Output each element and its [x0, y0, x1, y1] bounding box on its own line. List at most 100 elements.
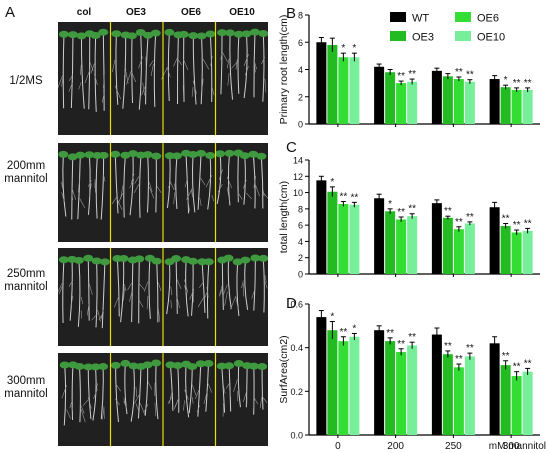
bar-oe3 — [385, 341, 396, 435]
significance-mark: ** — [455, 354, 463, 365]
bar-oe3 — [385, 211, 396, 274]
significance-mark: * — [352, 43, 356, 54]
lateral-root — [93, 388, 98, 400]
significance-mark: ** — [397, 207, 405, 218]
seedling-leaf — [196, 149, 207, 157]
y-tick-label: 4 — [298, 65, 303, 75]
seedling-leaf — [76, 32, 87, 40]
seedling-leaf — [240, 256, 251, 264]
seedling-root — [100, 155, 105, 220]
seedling-leaf — [249, 28, 260, 36]
bar-oe3 — [327, 330, 338, 435]
seedling-root — [100, 366, 104, 420]
seedling-root — [191, 261, 194, 316]
y-tick-label: 6 — [298, 221, 303, 231]
seedling-root — [262, 258, 265, 313]
legend-label-oe10: OE10 — [477, 32, 505, 44]
lateral-root — [66, 409, 71, 419]
seedling-leaf — [67, 153, 78, 161]
lateral-root — [124, 284, 127, 292]
y-tick-label: 0.0 — [290, 431, 303, 441]
seedling-leaf — [151, 152, 162, 160]
seedling-leaf — [188, 257, 199, 265]
col-header-oe6: OE6 — [180, 7, 201, 18]
legend-label-wt: WT — [412, 13, 429, 25]
seedling-leaf — [84, 151, 95, 159]
seedling-leaf — [83, 254, 94, 262]
seedling-leaf — [188, 151, 199, 159]
seedling-root — [87, 258, 90, 321]
seedling-leaf — [224, 362, 235, 370]
seedling-root — [220, 32, 223, 95]
seedling-leaf — [118, 255, 129, 263]
seedling-leaf — [58, 150, 69, 158]
lateral-root — [241, 280, 244, 289]
lateral-root — [135, 386, 138, 398]
seedling-root — [139, 155, 142, 218]
seedling-root — [244, 260, 249, 310]
lateral-root — [68, 279, 74, 287]
bar-wt — [431, 334, 442, 435]
seedling-root — [261, 366, 264, 410]
seedling-leaf — [217, 29, 228, 37]
panel-letter-a: A — [5, 4, 16, 21]
lateral-root — [91, 313, 98, 321]
seedling-leaf — [203, 258, 214, 266]
seedling-leaf — [110, 150, 121, 158]
lateral-root — [173, 192, 175, 205]
row-label-1-line1: 1/2MS — [9, 75, 43, 87]
lateral-root — [233, 379, 238, 392]
x-tick-label: 200 — [387, 441, 404, 452]
seedling-leaf — [250, 254, 261, 262]
lateral-root — [244, 66, 249, 76]
lateral-root — [82, 399, 89, 406]
lateral-root — [221, 51, 228, 63]
seedling-root — [153, 33, 157, 107]
lateral-root — [58, 75, 63, 89]
lateral-root — [115, 383, 121, 392]
y-tick-label: 10 — [293, 188, 303, 198]
seedling-leaf — [188, 32, 199, 40]
lateral-root — [262, 192, 268, 199]
lateral-root — [129, 179, 135, 189]
seedling-leaf — [258, 30, 268, 38]
lateral-root — [207, 382, 213, 393]
seedling-root — [175, 258, 178, 314]
lateral-root — [254, 397, 259, 405]
significance-mark: ** — [502, 351, 510, 362]
seedling-root — [148, 258, 151, 319]
significance-mark: ** — [513, 78, 521, 89]
seedling-root — [253, 258, 256, 311]
significance-mark: * — [504, 75, 508, 86]
significance-mark: ** — [397, 71, 405, 82]
bar-oe10 — [349, 204, 360, 274]
y-tick-label: 0.2 — [290, 387, 303, 397]
seedling-leaf — [233, 360, 244, 368]
lateral-root — [146, 295, 149, 310]
seedling-root — [146, 154, 149, 213]
row-label-3-line2: mannitol — [4, 281, 48, 293]
bar-oe6 — [396, 219, 407, 274]
seedling-photo-drawing — [58, 22, 268, 135]
lateral-root — [139, 403, 146, 416]
seedling-root — [185, 364, 190, 418]
lateral-root — [231, 61, 238, 69]
seedling-root — [62, 34, 65, 109]
lateral-root — [88, 282, 93, 295]
lateral-root — [143, 281, 149, 292]
lateral-root — [211, 87, 215, 96]
lateral-root — [154, 402, 157, 417]
row-label-4: 300mm mannitol — [0, 375, 52, 401]
lateral-root — [70, 295, 74, 306]
seedling-root — [227, 258, 232, 310]
seedling-root — [95, 155, 98, 219]
lateral-root — [80, 405, 85, 414]
seedling-root — [94, 35, 97, 112]
significance-mark: ** — [444, 206, 452, 217]
seedling-root — [155, 156, 157, 213]
seedling-leaf — [120, 359, 131, 367]
seedling-root — [87, 366, 92, 419]
lateral-root — [138, 56, 143, 69]
seedling-leaf — [248, 362, 259, 370]
seedling-root — [229, 32, 234, 100]
